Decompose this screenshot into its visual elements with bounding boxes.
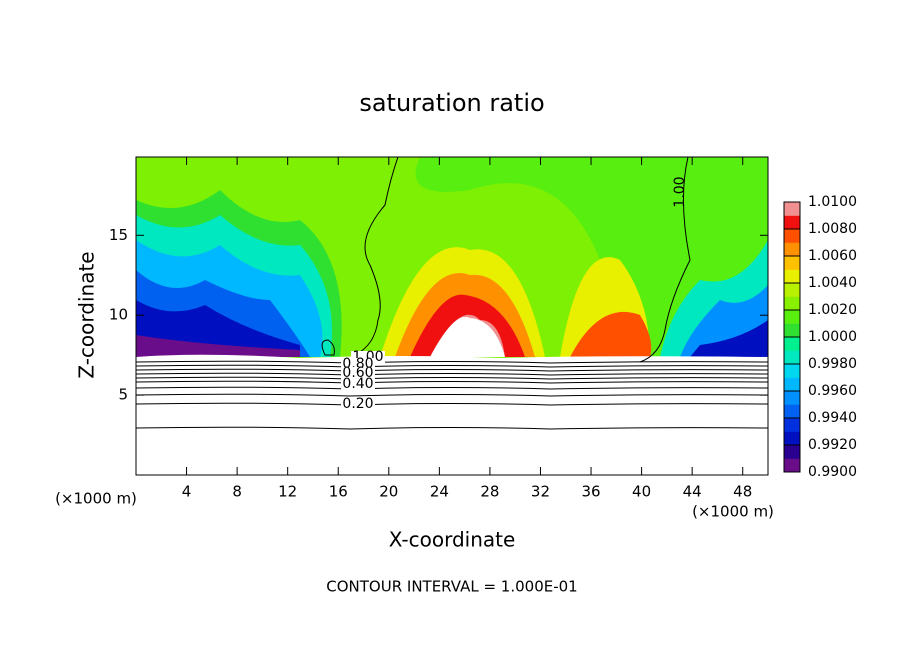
contour-line xyxy=(136,426,768,430)
contour-label-bg xyxy=(341,367,375,379)
colorbar-label: 1.0020 xyxy=(808,302,857,318)
x-tick-label: 12 xyxy=(278,483,297,501)
colorbar-label: 1.0060 xyxy=(808,248,857,264)
x-tick-label: 40 xyxy=(632,483,651,501)
y-tick-label: 5 xyxy=(118,386,128,404)
x-tick-label: 16 xyxy=(329,483,348,501)
footer: CONTOUR INTERVAL = 1.000E-01 xyxy=(326,578,577,596)
x-tick-label: 8 xyxy=(232,483,242,501)
plot-frame xyxy=(135,156,769,476)
contour-label-bg xyxy=(341,378,375,390)
x-axis-label: X-coordinate xyxy=(389,528,516,552)
colorbar-label: 1.0080 xyxy=(808,221,857,237)
colorbar-swatch xyxy=(784,215,800,230)
colorbar-label: 1.0040 xyxy=(808,275,857,291)
contour-label: 1.00 xyxy=(672,176,688,207)
colorbar-swatch xyxy=(784,404,800,419)
field-region xyxy=(430,316,505,357)
contour-label: 0.60 xyxy=(342,365,373,381)
colorbar-label: 1.0100 xyxy=(808,194,857,210)
colorbar-label: 0.9900 xyxy=(808,464,857,480)
contour-line xyxy=(136,376,768,380)
colorbar-label: 0.9920 xyxy=(808,437,857,453)
x-tick-label: 48 xyxy=(733,483,752,501)
contour-line xyxy=(136,380,768,384)
x-tick-label: 4 xyxy=(182,483,192,501)
colorbar-label: 1.0000 xyxy=(808,329,857,345)
colorbar-swatch xyxy=(784,431,800,446)
y-tick-label: 15 xyxy=(109,226,128,244)
x-unit: (×1000 m) xyxy=(692,503,774,521)
contour-label: 0.40 xyxy=(342,376,373,392)
contour-line xyxy=(136,360,768,364)
x-tick-label: 28 xyxy=(480,483,499,501)
colorbar-swatch xyxy=(784,269,800,284)
colorbar-swatch xyxy=(784,256,800,270)
colorbar-swatch xyxy=(784,418,800,432)
field-region xyxy=(690,320,768,357)
colorbar-swatch xyxy=(784,350,800,365)
colorbar-label: 0.9940 xyxy=(808,410,857,426)
colorbar-swatch xyxy=(784,283,800,297)
x-tick-label: 32 xyxy=(531,483,550,501)
colorbar-swatch xyxy=(784,377,800,392)
colorbar-label: 0.9980 xyxy=(808,356,857,372)
x-tick-label: 44 xyxy=(683,483,702,501)
x-tick-label: 20 xyxy=(379,483,398,501)
colorbar-swatch xyxy=(784,364,800,378)
contour-line xyxy=(136,364,768,368)
colorbar-swatch xyxy=(784,445,800,459)
colorbar-swatch xyxy=(784,391,800,405)
colorbar-swatch xyxy=(784,242,800,257)
colorbar-label: 0.9960 xyxy=(808,383,857,399)
field-region xyxy=(136,335,300,357)
colorbar-swatch xyxy=(784,337,800,351)
colorbar-swatch xyxy=(784,458,800,473)
contour-line xyxy=(136,386,768,390)
contour-line xyxy=(639,157,691,363)
colorbar-swatch xyxy=(784,310,800,324)
field-region xyxy=(136,354,768,475)
contour-line xyxy=(136,372,768,376)
field: 1.001.000.800.600.400.20 xyxy=(136,157,768,475)
x-tick-label: 36 xyxy=(581,483,600,501)
contour-label: 0.20 xyxy=(342,396,373,412)
contour-line xyxy=(136,368,768,372)
colorbar-swatch xyxy=(784,323,800,338)
contour-line xyxy=(321,339,335,356)
y-tick-label: 10 xyxy=(109,306,128,324)
chart-title: saturation ratio xyxy=(359,89,544,117)
colorbar-swatch xyxy=(784,296,800,311)
y-unit: (×1000 m) xyxy=(55,490,137,508)
colorbar-swatch xyxy=(784,229,800,243)
x-tick-label: 24 xyxy=(430,483,449,501)
axes: 4 8 12 16 20 24 28 32 36 40 44 48510150.99000.99200… xyxy=(109,156,857,501)
contour-line xyxy=(136,402,768,406)
y-axis-label: Z-coordinate xyxy=(75,251,99,378)
contour-line xyxy=(136,393,768,397)
contour-line xyxy=(354,157,399,356)
colorbar-swatch xyxy=(784,202,800,216)
field-region xyxy=(570,311,652,357)
contour-label-bg xyxy=(341,398,375,410)
